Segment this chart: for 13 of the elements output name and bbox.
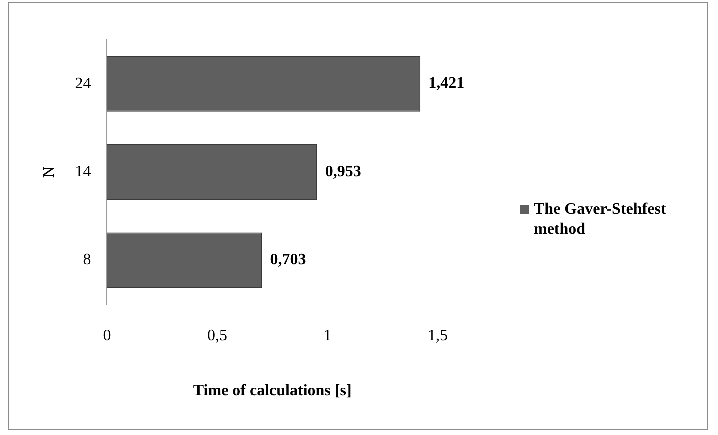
y-tick-label: 24 [75,75,92,92]
data-label: 1,421 [428,75,465,92]
x-tick-label: 0 [103,327,112,344]
x-tick-label: 1,5 [428,327,448,344]
data-label: 0,703 [270,252,306,269]
data-label: 0,953 [325,163,362,180]
y-tick-label: 14 [75,164,92,181]
x-tick-label: 1 [324,327,332,344]
y-axis-title: N [40,166,58,178]
y-tick-label: 8 [83,252,92,269]
legend-label: The Gaver-Stehfest method [534,200,668,240]
x-axis-title: Time of calculations [s] [193,382,352,400]
x-tick-label: 0,5 [207,327,228,344]
